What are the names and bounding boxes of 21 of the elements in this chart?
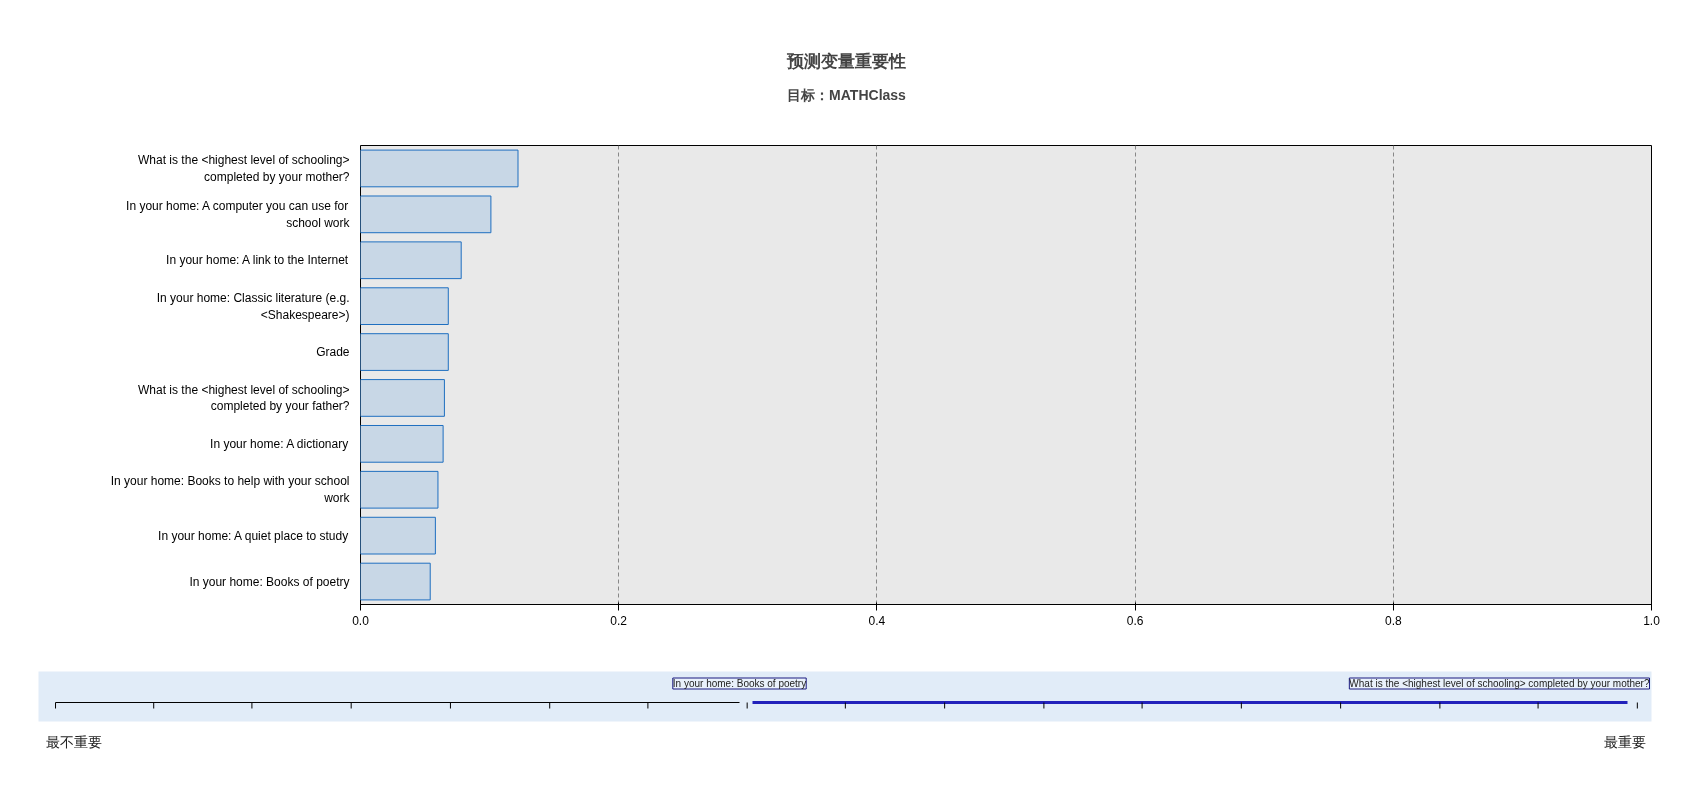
y-tick-label: In your home: A dictionary [210,436,349,451]
x-tick-label: 0.4 [868,613,886,628]
chart-title: 预测变量重要性 [786,50,906,71]
y-tick-label: Grade [316,345,350,360]
x-tick-label: 0.2 [610,613,628,628]
x-tick-label: 1.0 [1643,613,1661,628]
y-tick-label: In your home: Books of poetry [189,574,350,589]
y-tick-label: What is the <highest level of schooling> completed by your father? [138,382,350,414]
chart-subtitle: 目标：MATHClass [787,86,907,103]
x-tick-label: 0.8 [1384,613,1402,628]
y-tick-label: In your home: A computer you can use for school work [126,198,351,230]
y-tick-label: In your home: Books to help with your school work [110,474,351,506]
y-tick-label: What is the <highest level of schooling> completed by your mother? [138,153,350,184]
text: 最重要 [1603,733,1646,750]
text: 最不重要 [45,733,102,750]
text: In your home: Books of poetry [672,678,807,689]
y-tick-label: In your home: A link to the Internet [166,253,349,268]
x-tick-label: 0.0 [352,613,370,628]
x-tick-label: 0.6 [1126,613,1144,628]
y-tick-label: In your home: A quiet place to study [158,528,349,543]
y-tick-label: In your home: Classic literature (e.g. <Shakespeare>) [156,290,350,322]
